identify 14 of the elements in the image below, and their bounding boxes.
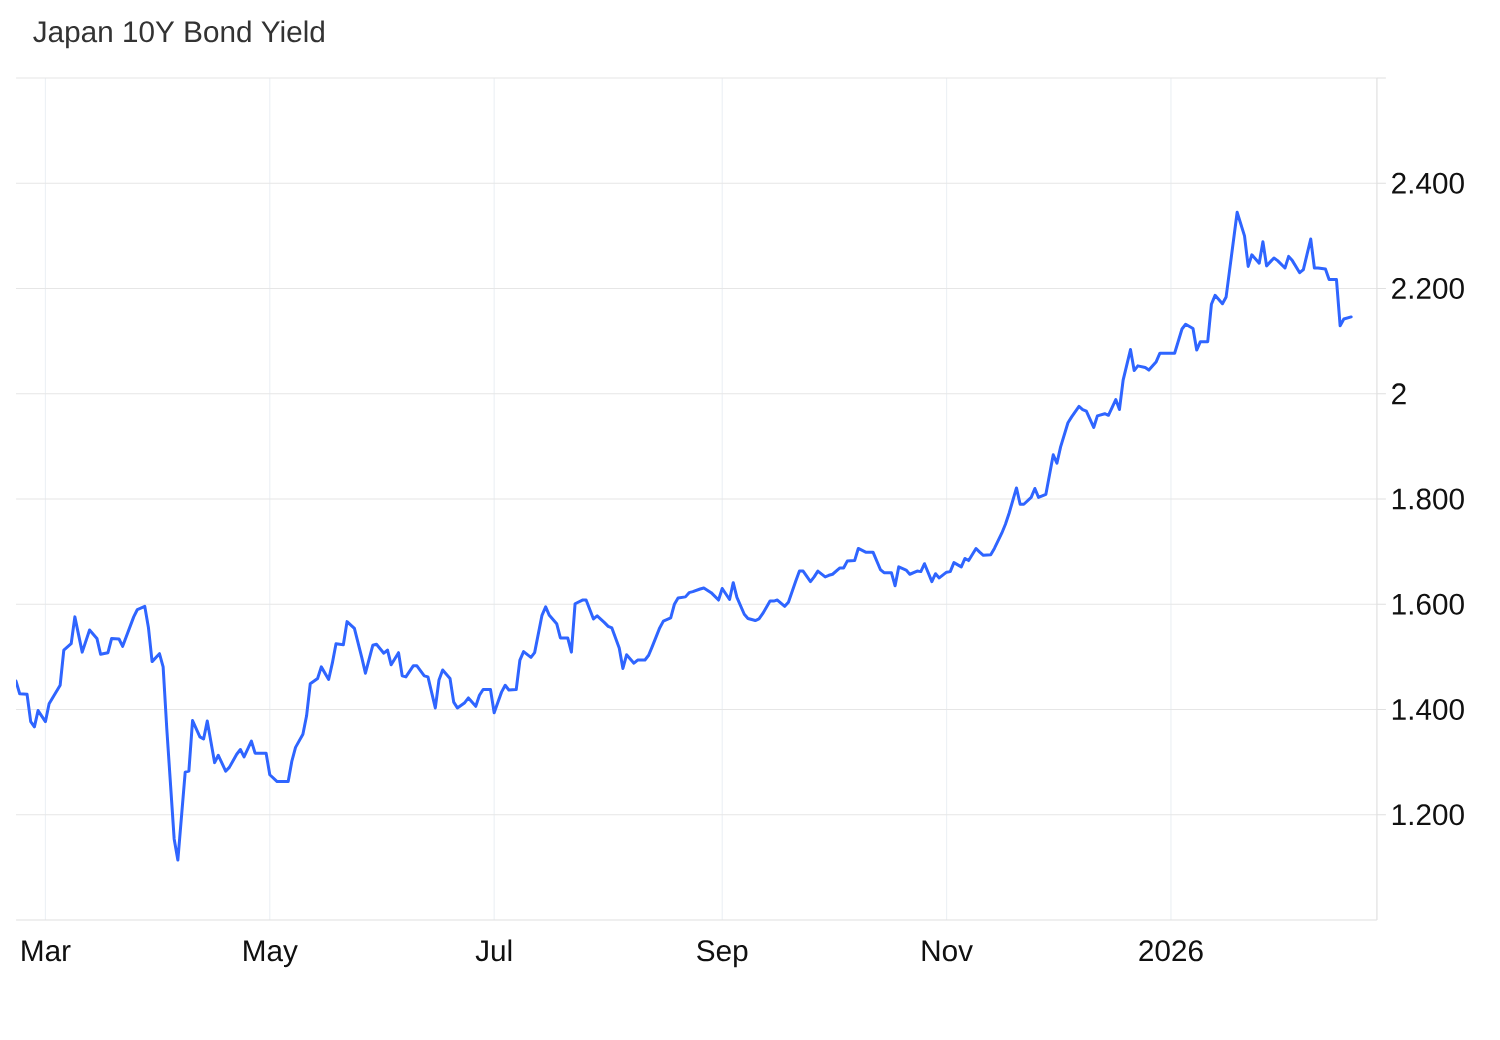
y-tick-label: 2 bbox=[1392, 383, 1406, 405]
x-tick-label: 2026 bbox=[1139, 940, 1203, 962]
chart-title: Japan 10Y Bond Yield bbox=[33, 20, 324, 49]
y-tick-label: 1.600 bbox=[1392, 593, 1464, 615]
x-tick-label: Jul bbox=[475, 939, 512, 962]
x-tick-label: Sep bbox=[697, 940, 748, 968]
x-tick-label: May bbox=[244, 940, 298, 968]
x-tick-label: Nov bbox=[922, 940, 973, 962]
x-tick-label: Mar bbox=[22, 940, 71, 962]
y-tick-label: 2.200 bbox=[1392, 277, 1464, 300]
y-tick-label: 1.200 bbox=[1392, 804, 1464, 826]
y-tick-label: 1.800 bbox=[1392, 488, 1464, 510]
y-tick-label: 2.400 bbox=[1392, 172, 1464, 194]
y-tick-label: 1.400 bbox=[1392, 698, 1464, 721]
